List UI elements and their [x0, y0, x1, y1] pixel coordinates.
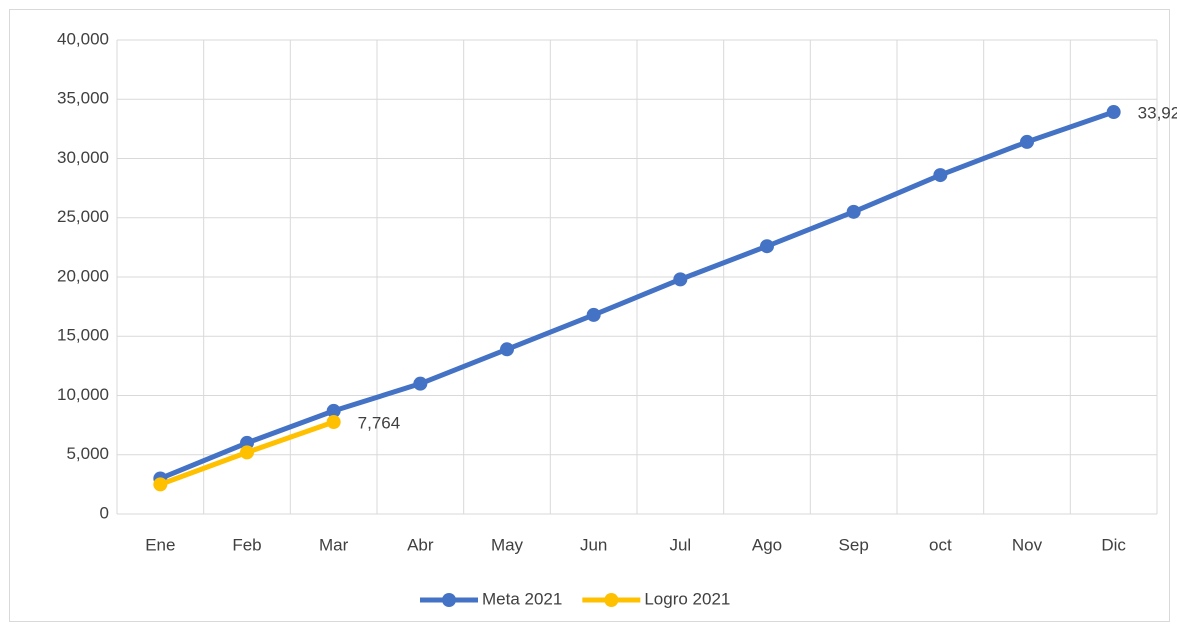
legend-label: Meta 2021: [482, 589, 562, 608]
data-label: 7,764: [358, 413, 401, 432]
y-tick-label: 5,000: [66, 444, 109, 463]
data-point: [413, 376, 428, 391]
data-point: [153, 477, 168, 492]
data-label: 33,920: [1138, 104, 1177, 123]
data-point: [326, 414, 341, 429]
legend-marker: [442, 593, 456, 607]
x-tick-label: Mar: [319, 535, 349, 554]
data-point: [500, 342, 514, 357]
y-tick-label: 40,000: [57, 29, 109, 48]
x-tick-label: Abr: [407, 535, 434, 554]
x-tick-label: Jun: [580, 535, 607, 554]
data-point: [326, 403, 341, 418]
x-tick-label: Jul: [669, 535, 691, 554]
y-tick-label: 25,000: [57, 207, 109, 226]
data-point: [846, 204, 861, 219]
data-point: [586, 307, 601, 322]
series-line: [159, 109, 1115, 481]
data-point: [760, 239, 774, 254]
x-tick-label: Nov: [1012, 535, 1043, 554]
x-tick-label: Dic: [1101, 535, 1126, 554]
x-tick-label: Sep: [839, 535, 869, 554]
x-tick-label: Ago: [752, 535, 782, 554]
y-tick-label: 20,000: [57, 266, 109, 285]
y-tick-label: 0: [100, 503, 109, 522]
data-point: [240, 445, 254, 460]
data-point: [673, 272, 688, 287]
x-tick-label: Ene: [145, 535, 175, 554]
y-tick-label: 15,000: [57, 326, 109, 345]
data-point: [1106, 105, 1121, 120]
y-tick-label: 10,000: [57, 385, 109, 404]
data-point: [1020, 134, 1034, 149]
y-tick-label: 35,000: [57, 89, 109, 108]
legend-marker: [604, 593, 619, 607]
y-tick-label: 30,000: [57, 148, 109, 167]
legend-label: Logro 2021: [644, 589, 730, 608]
data-point: [933, 168, 948, 183]
x-tick-label: oct: [929, 535, 952, 554]
x-tick-label: May: [491, 535, 524, 554]
x-tick-label: Feb: [232, 535, 261, 554]
